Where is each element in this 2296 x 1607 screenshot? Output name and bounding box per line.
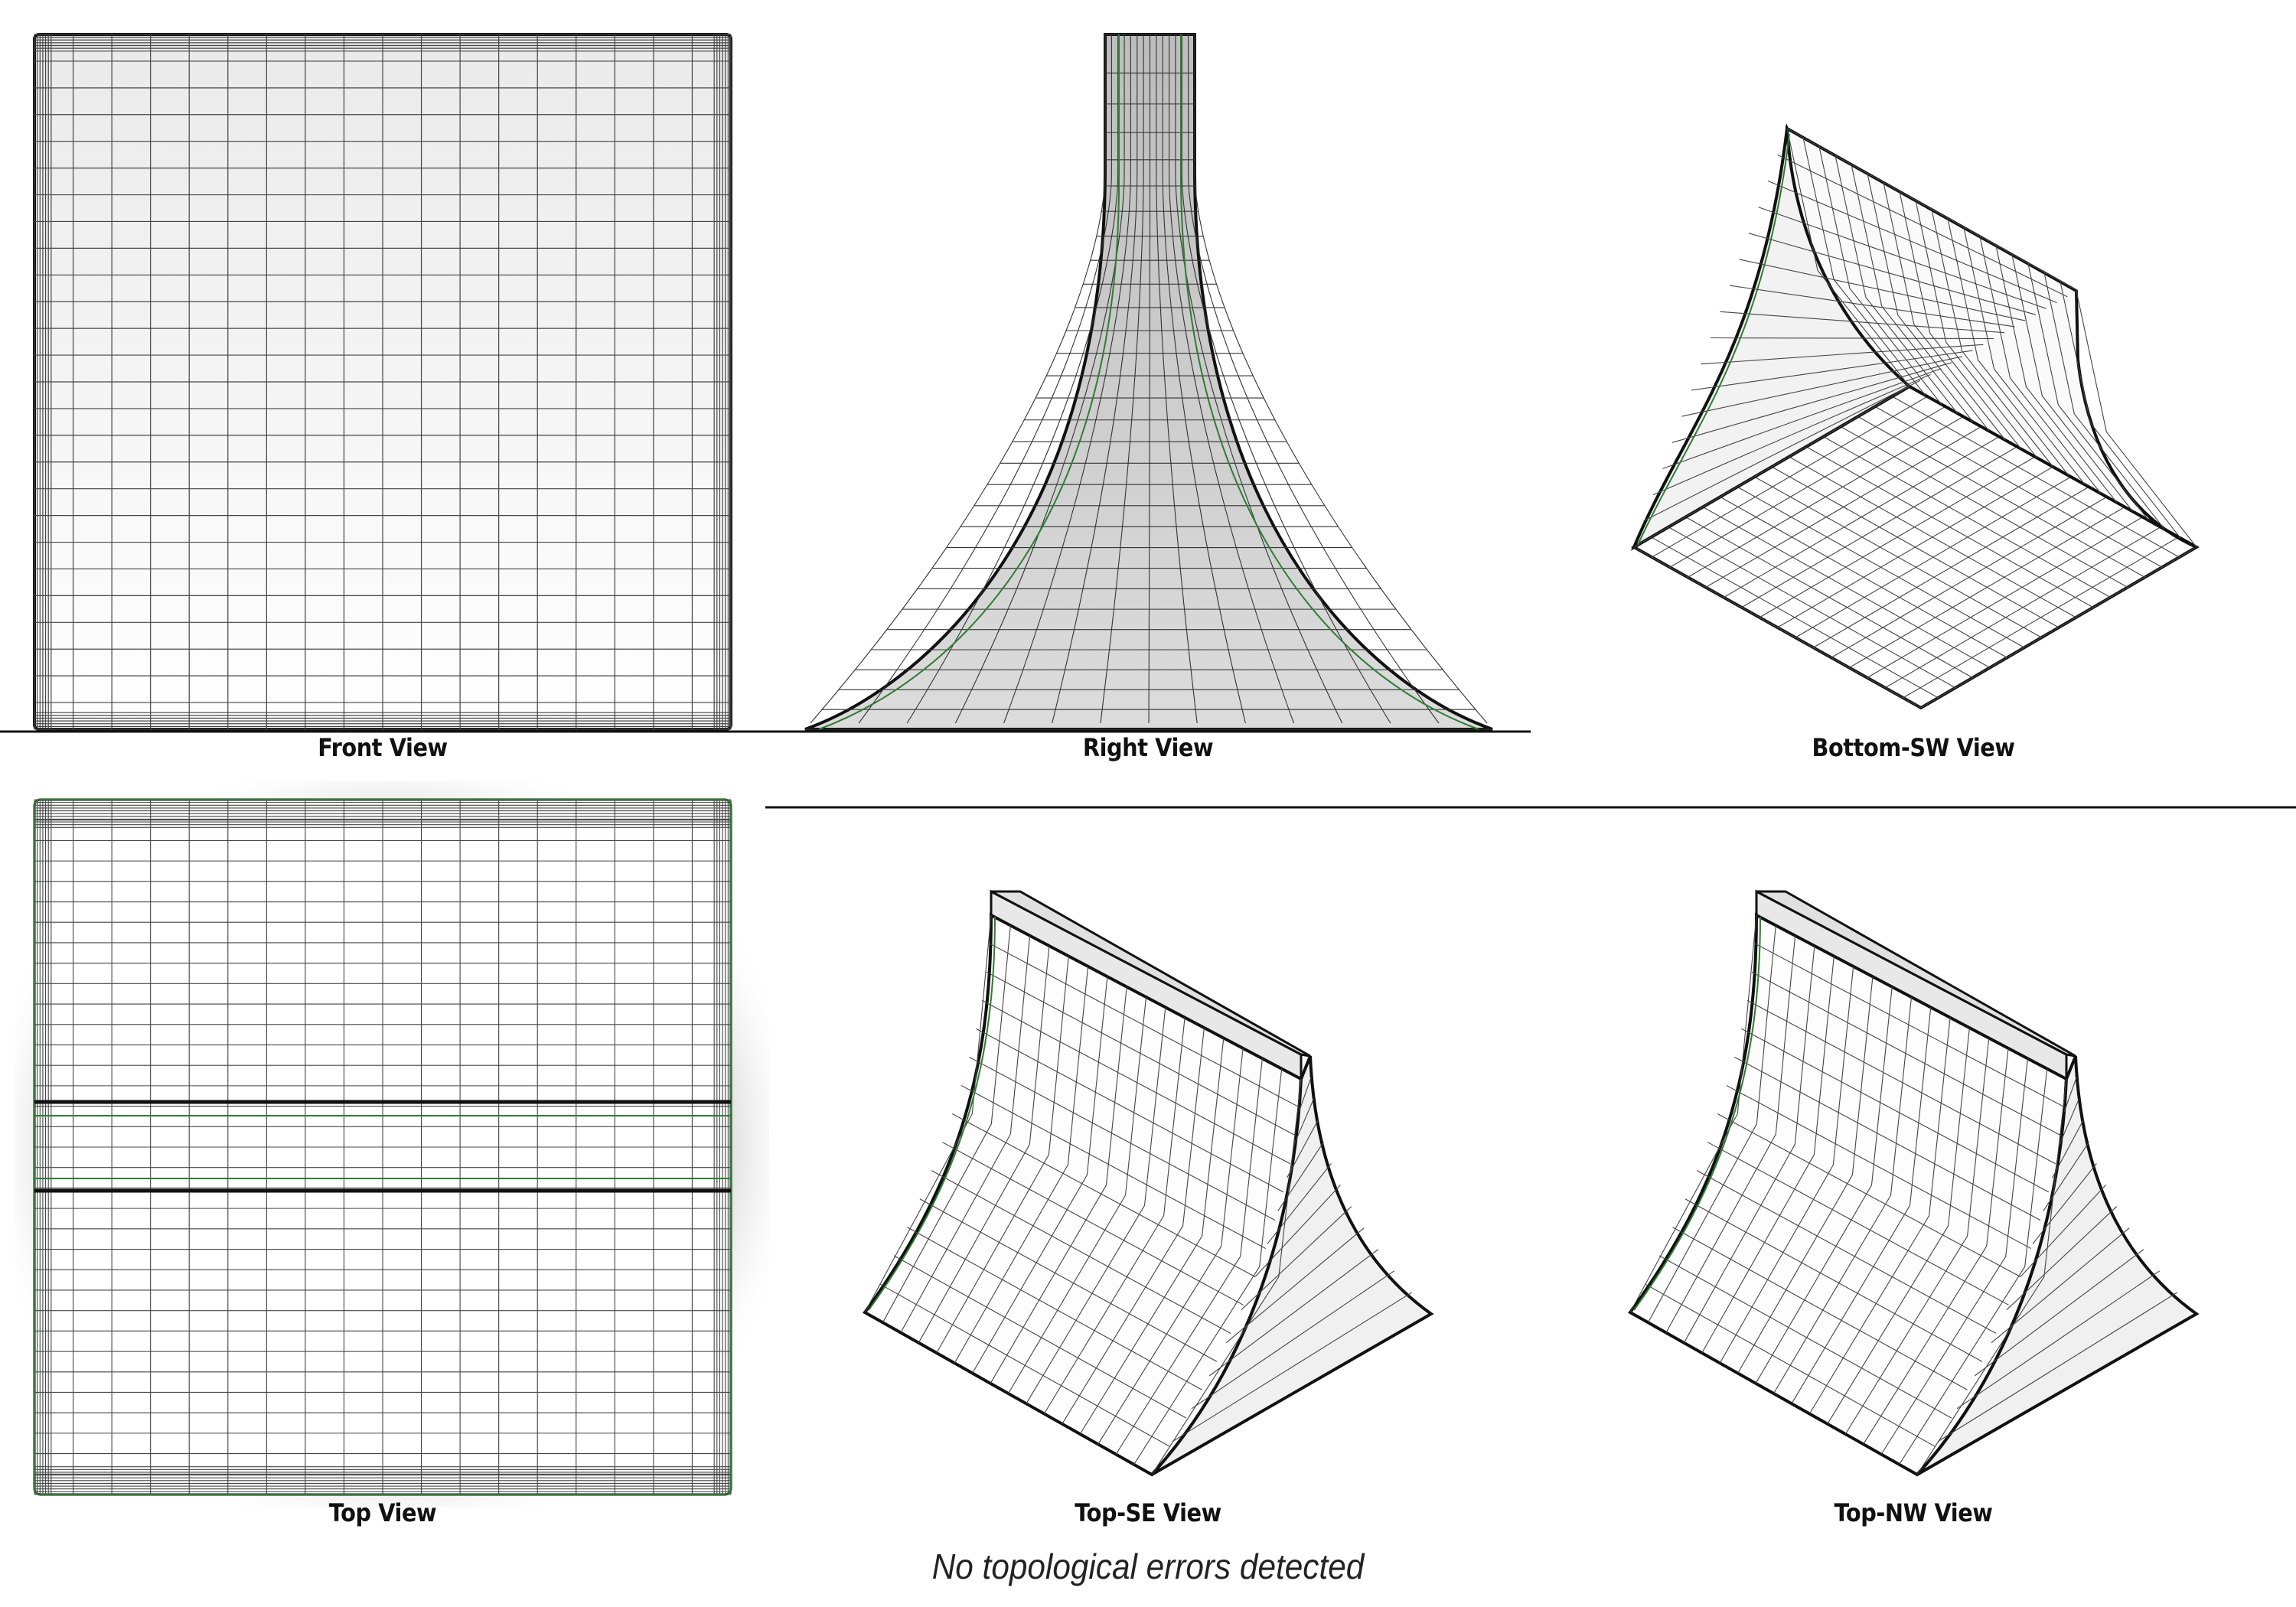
top-nw-view-model <box>1628 889 2200 1477</box>
top-view-label: Top View <box>328 1498 437 1527</box>
right-view-model <box>804 33 1493 731</box>
top-nw-view-label: Top-NW View <box>1834 1498 1993 1527</box>
status-message: No topological errors detected <box>931 1547 1365 1586</box>
bottom-sw-view-model <box>1630 122 2200 710</box>
top-view-model <box>15 781 769 1508</box>
top-se-view-model <box>863 889 1434 1477</box>
top-se-view-label: Top-SE View <box>1075 1498 1221 1527</box>
front-view-label: Front View <box>318 733 448 762</box>
right-view-label: Right View <box>1082 733 1214 762</box>
bottom-sw-view-label: Bottom-SW View <box>1812 733 2015 762</box>
front-view-model <box>33 33 732 731</box>
